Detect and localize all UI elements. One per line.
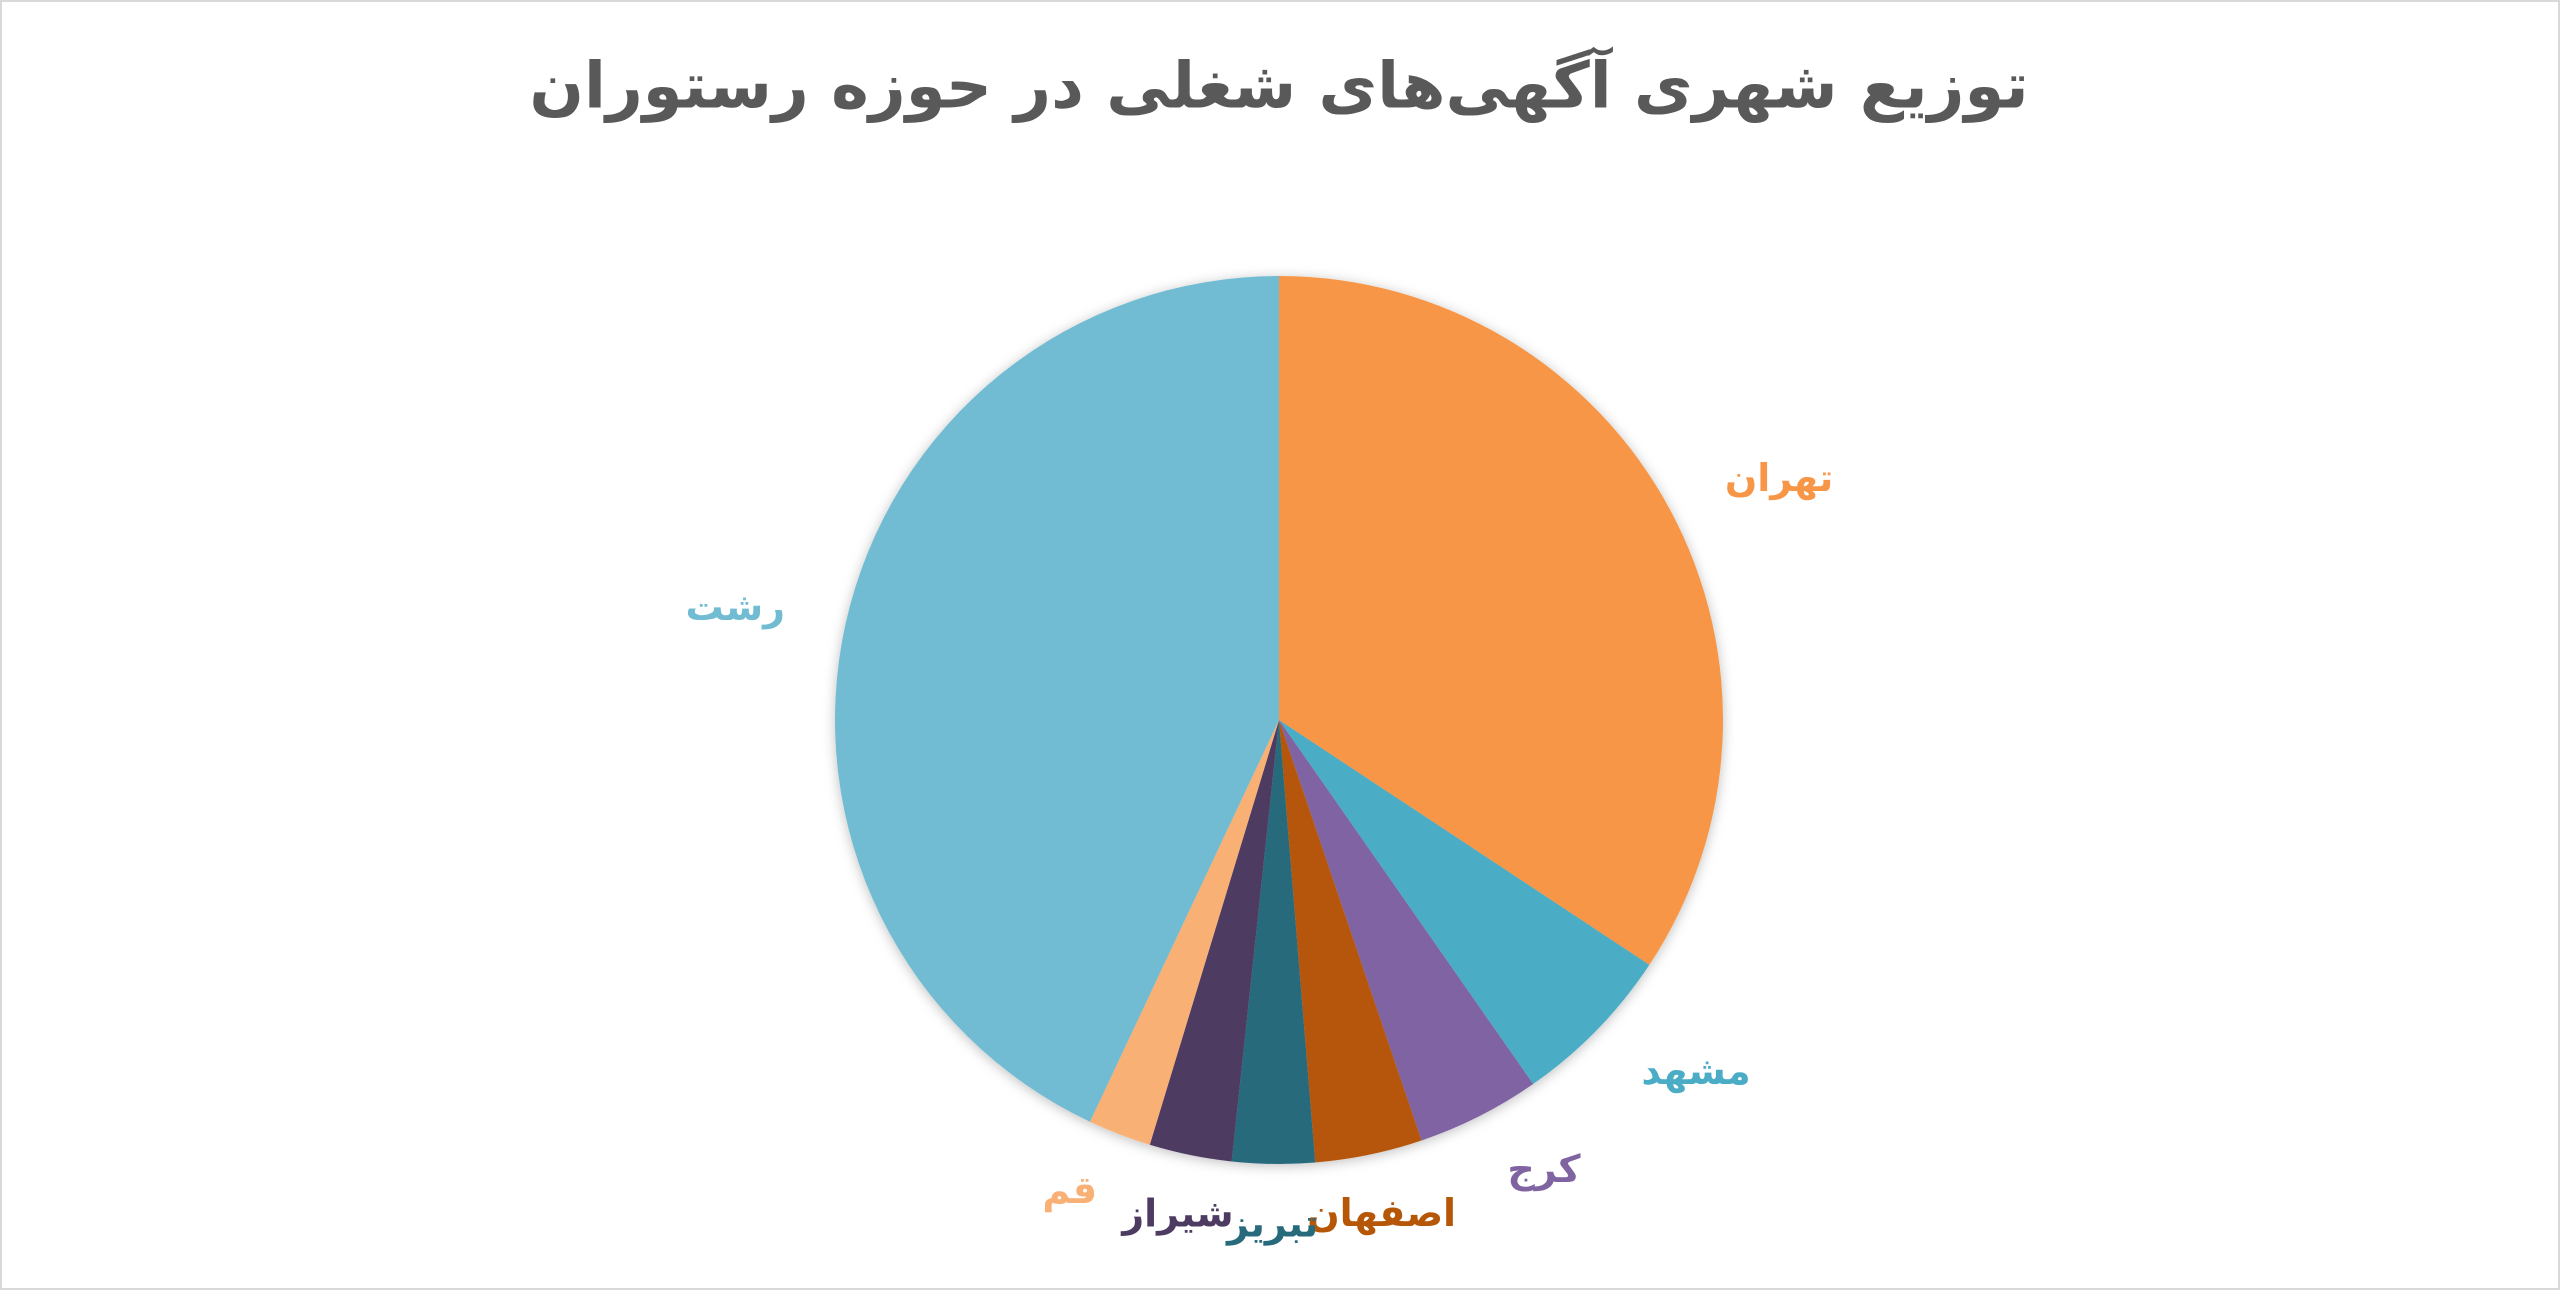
pie-slice <box>1279 720 1650 1085</box>
slice-label: قم <box>1042 1168 1097 1213</box>
slice-label: مشهد <box>1641 1049 1750 1093</box>
slice-label: شیراز <box>1120 1191 1233 1235</box>
pie-slice <box>1231 720 1316 1164</box>
slice-label: تبریز <box>1225 1202 1318 1246</box>
pie <box>835 276 1724 1164</box>
slice-label: تهران <box>1725 456 1833 500</box>
pie-slice <box>835 276 1279 1122</box>
pie-slice <box>1089 720 1279 1145</box>
slice-label: کرج <box>1507 1147 1581 1191</box>
slice-label: اصفهان <box>1307 1191 1456 1235</box>
pie-slice <box>1279 720 1534 1141</box>
slice-label: رشت <box>686 585 785 629</box>
pie-slice <box>1279 276 1724 965</box>
pie-slice <box>1279 720 1422 1163</box>
pie-slice <box>1149 720 1279 1162</box>
chart-title: توزیع شهری آگهی‌های شغلی در حوزه رستوران <box>529 46 2028 124</box>
